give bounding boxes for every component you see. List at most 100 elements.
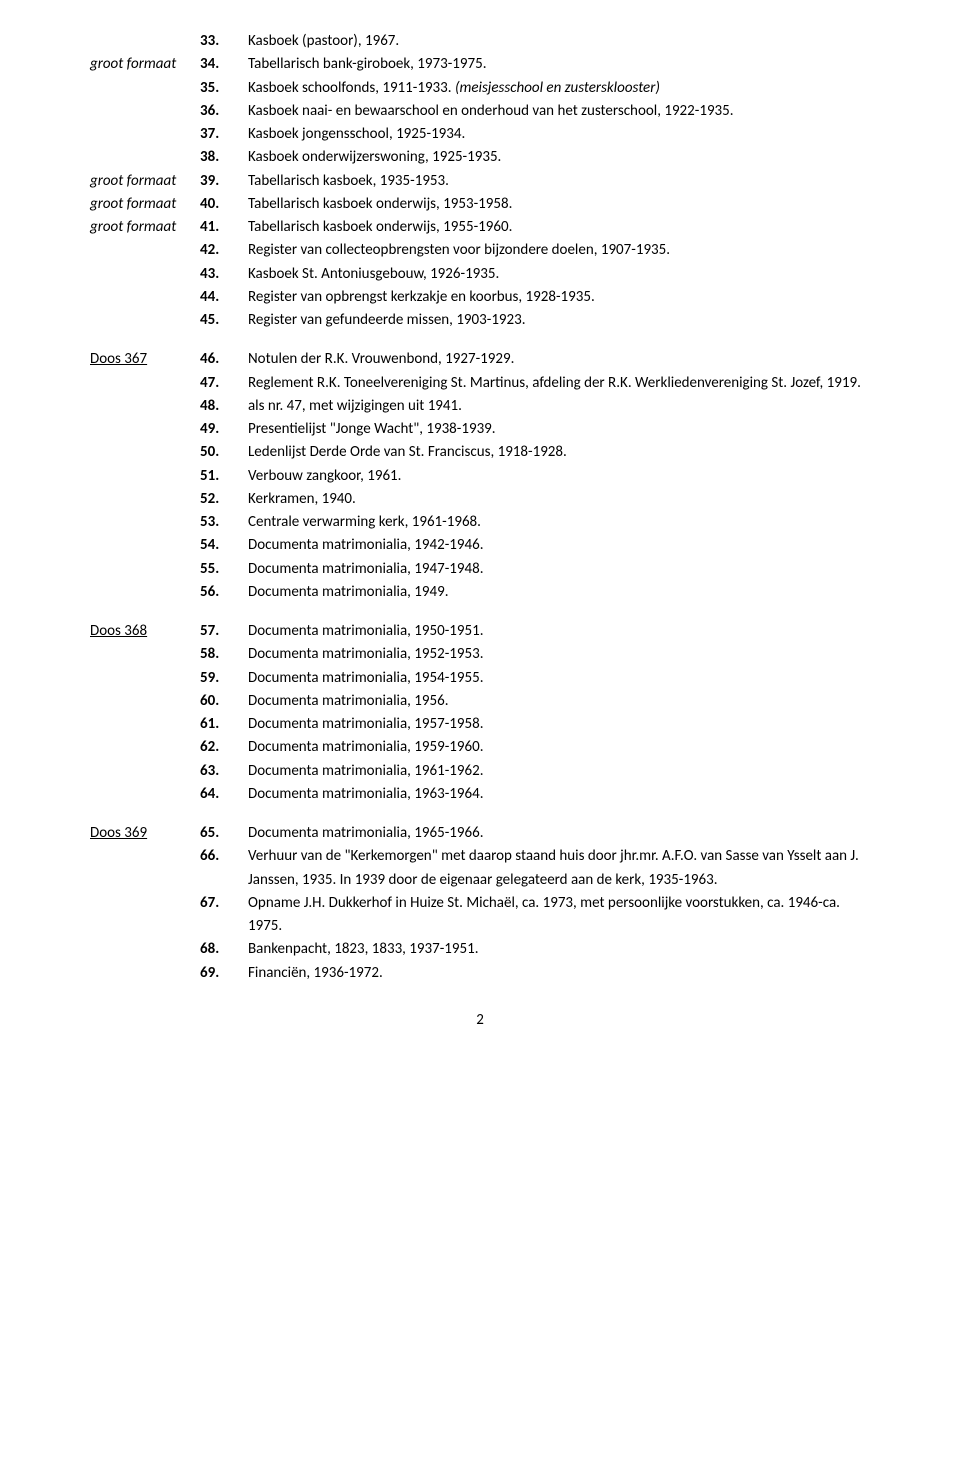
row-description: Documenta matrimonialia, 1956. [248, 690, 870, 713]
row-description: Kerkramen, 1940. [248, 488, 870, 511]
list-row: 61.Documenta matrimonialia, 1957-1958. [90, 713, 870, 736]
list-row: 37.Kasboek jongensschool, 1925-1934. [90, 123, 870, 146]
row-description: Opname J.H. Dukkerhof in Huize St. Micha… [248, 892, 870, 939]
row-description: Documenta matrimonialia, 1957-1958. [248, 713, 870, 736]
row-description: Documenta matrimonialia, 1959-1960. [248, 736, 870, 759]
row-description-text: Tabellarisch kasboek onderwijs, 1953-195… [248, 195, 512, 213]
row-description: Tabellarisch bank-giroboek, 1973-1975. [248, 53, 870, 76]
list-row: 33.Kasboek (pastoor), 1967. [90, 30, 870, 53]
list-row: 42.Register van collecteopbrengsten voor… [90, 239, 870, 262]
row-description: Documenta matrimonialia, 1961-1962. [248, 760, 870, 783]
row-description-text: Verhuur van de "Kerkemorgen" met daarop … [248, 847, 859, 888]
row-number: 50. [200, 441, 248, 464]
row-number: 52. [200, 488, 248, 511]
list-row: Doos 36746.Notulen der R.K. Vrouwenbond,… [90, 348, 870, 371]
list-row: 58.Documenta matrimonialia, 1952-1953. [90, 643, 870, 666]
row-description: Presentielijst "Jonge Wacht", 1938-1939. [248, 418, 870, 441]
row-description-text: Centrale verwarming kerk, 1961-1968. [248, 513, 481, 531]
row-description-text: Reglement R.K. Toneelvereniging St. Mart… [248, 374, 861, 392]
list-row: groot formaat34.Tabellarisch bank-girobo… [90, 53, 870, 76]
row-number: 47. [200, 372, 248, 395]
row-description: Bankenpacht, 1823, 1833, 1937-1951. [248, 938, 870, 961]
list-row: groot formaat40.Tabellarisch kasboek ond… [90, 193, 870, 216]
list-row: Doos 36965.Documenta matrimonialia, 1965… [90, 822, 870, 845]
row-number: 42. [200, 239, 248, 262]
row-number: 48. [200, 395, 248, 418]
row-description-text: Verbouw zangkoor, 1961. [248, 467, 401, 485]
row-description-text: Documenta matrimonialia, 1961-1962. [248, 762, 484, 780]
row-prefix: groot formaat [90, 216, 200, 239]
row-number: 55. [200, 558, 248, 581]
row-number: 53. [200, 511, 248, 534]
row-description-text: Tabellarisch bank-giroboek, 1973-1975. [248, 55, 487, 73]
row-description-text: Ledenlijst Derde Orde van St. Franciscus… [248, 443, 567, 461]
row-description: Tabellarisch kasboek onderwijs, 1955-196… [248, 216, 870, 239]
page-number: 2 [90, 1009, 870, 1032]
row-description-text: Kasboek St. Antoniusgebouw, 1926-1935. [248, 265, 499, 283]
list-row: 48.als nr. 47, met wijzigingen uit 1941. [90, 395, 870, 418]
row-number: 51. [200, 465, 248, 488]
row-prefix: groot formaat [90, 53, 200, 76]
row-description: Register van opbrengst kerkzakje en koor… [248, 286, 870, 309]
section-gap [90, 604, 870, 620]
row-description: Tabellarisch kasboek onderwijs, 1953-195… [248, 193, 870, 216]
row-description-text: Tabellarisch kasboek, 1935-1953. [248, 172, 449, 190]
row-number: 49. [200, 418, 248, 441]
row-number: 35. [200, 77, 248, 100]
list-row: 47.Reglement R.K. Toneelvereniging St. M… [90, 372, 870, 395]
row-description: Documenta matrimonialia, 1965-1966. [248, 822, 870, 845]
row-description-text: Documenta matrimonialia, 1956. [248, 692, 449, 710]
list-row: 50.Ledenlijst Derde Orde van St. Francis… [90, 441, 870, 464]
row-number: 62. [200, 736, 248, 759]
row-number: 45. [200, 309, 248, 332]
row-description: Verbouw zangkoor, 1961. [248, 465, 870, 488]
row-prefix: groot formaat [90, 193, 200, 216]
row-number: 38. [200, 146, 248, 169]
row-number: 67. [200, 892, 248, 915]
row-number: 41. [200, 216, 248, 239]
list-row: 36.Kasboek naai- en bewaarschool en onde… [90, 100, 870, 123]
list-row: 69.Financiën, 1936-1972. [90, 962, 870, 985]
list-row: 68.Bankenpacht, 1823, 1833, 1937-1951. [90, 938, 870, 961]
row-description: Kasboek schoolfonds, 1911-1933. (meisjes… [248, 77, 870, 100]
row-number: 56. [200, 581, 248, 604]
row-number: 57. [200, 620, 248, 643]
row-prefix: Doos 369 [90, 822, 200, 845]
row-description-text: Documenta matrimonialia, 1954-1955. [248, 669, 484, 687]
row-description: Register van collecteopbrengsten voor bi… [248, 239, 870, 262]
list-row: 63.Documenta matrimonialia, 1961-1962. [90, 760, 870, 783]
row-description: Kasboek (pastoor), 1967. [248, 30, 870, 53]
row-description-text: Kasboek onderwijzerswoning, 1925-1935. [248, 148, 501, 166]
row-number: 58. [200, 643, 248, 666]
row-number: 43. [200, 263, 248, 286]
row-description: Documenta matrimonialia, 1963-1964. [248, 783, 870, 806]
row-number: 54. [200, 534, 248, 557]
list-row: 35.Kasboek schoolfonds, 1911-1933. (meis… [90, 77, 870, 100]
section-gap [90, 806, 870, 822]
row-description: Kasboek St. Antoniusgebouw, 1926-1935. [248, 263, 870, 286]
row-description-text: Kasboek schoolfonds, 1911-1933. [248, 79, 455, 97]
row-description-text: Opname J.H. Dukkerhof in Huize St. Micha… [248, 894, 840, 935]
row-description-text: Presentielijst "Jonge Wacht", 1938-1939. [248, 420, 496, 438]
row-description: als nr. 47, met wijzigingen uit 1941. [248, 395, 870, 418]
row-description-text: Register van gefundeerde missen, 1903-19… [248, 311, 526, 329]
row-description-text: Financiën, 1936-1972. [248, 964, 383, 982]
row-number: 39. [200, 170, 248, 193]
row-number: 46. [200, 348, 248, 371]
list-row: Doos 36857.Documenta matrimonialia, 1950… [90, 620, 870, 643]
list-row: 53.Centrale verwarming kerk, 1961-1968. [90, 511, 870, 534]
list-row: 43.Kasboek St. Antoniusgebouw, 1926-1935… [90, 263, 870, 286]
row-description-text: Documenta matrimonialia, 1942-1946. [248, 536, 484, 554]
list-row: 60.Documenta matrimonialia, 1956. [90, 690, 870, 713]
row-number: 44. [200, 286, 248, 309]
list-row: 56.Documenta matrimonialia, 1949. [90, 581, 870, 604]
row-number: 37. [200, 123, 248, 146]
row-number: 59. [200, 667, 248, 690]
row-description-text: Register van collecteopbrengsten voor bi… [248, 241, 670, 259]
row-description: Notulen der R.K. Vrouwenbond, 1927-1929. [248, 348, 870, 371]
row-number: 66. [200, 845, 248, 868]
row-description: Register van gefundeerde missen, 1903-19… [248, 309, 870, 332]
row-number: 60. [200, 690, 248, 713]
row-description-text: Bankenpacht, 1823, 1833, 1937-1951. [248, 940, 479, 958]
row-description: Documenta matrimonialia, 1942-1946. [248, 534, 870, 557]
